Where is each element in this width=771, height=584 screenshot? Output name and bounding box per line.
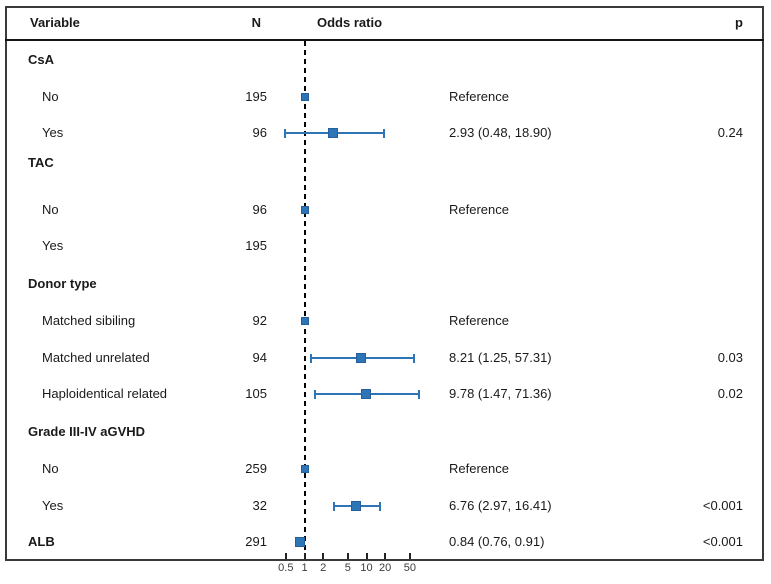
axis-tick-label: 2 bbox=[320, 562, 327, 574]
row-label: No bbox=[42, 202, 59, 217]
axis-tick-label: 10 bbox=[360, 562, 373, 574]
axis-tick-label: 1 bbox=[301, 562, 308, 574]
row-or-text: Reference bbox=[449, 461, 509, 476]
column-header-row: Variable N Odds ratio p bbox=[0, 9, 771, 37]
row-n: 195 bbox=[245, 89, 267, 104]
forest-row-group: TAC bbox=[0, 149, 771, 177]
header-separator-line bbox=[5, 39, 764, 41]
row-n: 105 bbox=[245, 386, 267, 401]
forest-row-group: Grade III-IV aGVHD bbox=[0, 418, 771, 446]
forest-row-group: ALB 291 0.84 (0.76, 0.91) <0.001 bbox=[0, 528, 771, 556]
row-n: 259 bbox=[245, 461, 267, 476]
row-p: 0.02 bbox=[717, 386, 743, 401]
row-label: Yes bbox=[42, 238, 64, 253]
row-label: TAC bbox=[28, 155, 54, 170]
row-label: Haploidentical related bbox=[42, 386, 168, 401]
row-p: 0.03 bbox=[717, 350, 743, 365]
axis-tick-label: 5 bbox=[344, 562, 351, 574]
row-label: Yes bbox=[42, 125, 64, 140]
row-n: 195 bbox=[245, 238, 267, 253]
row-label: Matched sibiling bbox=[42, 313, 136, 328]
row-n: 92 bbox=[252, 313, 267, 328]
row-or-text: 0.84 (0.76, 0.91) bbox=[449, 534, 545, 549]
row-label: Matched unrelated bbox=[42, 350, 150, 365]
row-or-text: Reference bbox=[449, 202, 509, 217]
axis-tick-label: 0.5 bbox=[278, 562, 294, 574]
row-or-text: 6.76 (2.97, 16.41) bbox=[449, 498, 552, 513]
row-n: 291 bbox=[245, 534, 267, 549]
axis-tick-label: 20 bbox=[379, 562, 392, 574]
row-label: Donor type bbox=[28, 276, 97, 291]
column-header-odds-ratio: Odds ratio bbox=[317, 15, 383, 30]
row-label: Grade III-IV aGVHD bbox=[28, 424, 146, 439]
forest-row: Yes 195 bbox=[0, 232, 771, 260]
row-p: <0.001 bbox=[702, 534, 743, 549]
row-label: No bbox=[42, 461, 59, 476]
forest-row-group: Donor type bbox=[0, 270, 771, 298]
row-n: 32 bbox=[252, 498, 267, 513]
forest-row: Yes 96 2.93 (0.48, 18.90) 0.24 bbox=[0, 119, 771, 147]
column-header-p: p bbox=[735, 15, 743, 30]
row-label: No bbox=[42, 89, 59, 104]
column-header-variable: Variable bbox=[30, 15, 80, 30]
forest-row: No 195 Reference bbox=[0, 83, 771, 111]
forest-row: No 96 Reference bbox=[0, 196, 771, 224]
row-or-text: Reference bbox=[449, 313, 509, 328]
forest-row-group: CsA bbox=[0, 46, 771, 74]
row-n: 96 bbox=[252, 202, 267, 217]
forest-row: Matched unrelated 94 8.21 (1.25, 57.31) … bbox=[0, 344, 771, 372]
row-p: <0.001 bbox=[702, 498, 743, 513]
column-header-n: N bbox=[251, 15, 261, 30]
row-or-text: 9.78 (1.47, 71.36) bbox=[449, 386, 552, 401]
row-label: Yes bbox=[42, 498, 64, 513]
axis-tick-label: 50 bbox=[403, 562, 416, 574]
forest-row: Yes 32 6.76 (2.97, 16.41) <0.001 bbox=[0, 492, 771, 520]
row-or-text: Reference bbox=[449, 89, 509, 104]
row-p: 0.24 bbox=[717, 125, 743, 140]
row-label: ALB bbox=[28, 534, 55, 549]
row-or-text: 2.93 (0.48, 18.90) bbox=[449, 125, 552, 140]
plot-border-box bbox=[5, 6, 764, 561]
row-n: 96 bbox=[252, 125, 267, 140]
forest-row: Matched sibiling 92 Reference bbox=[0, 307, 771, 335]
row-label: CsA bbox=[28, 52, 55, 67]
forest-row: Haploidentical related 105 9.78 (1.47, 7… bbox=[0, 380, 771, 408]
row-n: 94 bbox=[252, 350, 267, 365]
row-or-text: 8.21 (1.25, 57.31) bbox=[449, 350, 552, 365]
forest-row: No 259 Reference bbox=[0, 455, 771, 483]
